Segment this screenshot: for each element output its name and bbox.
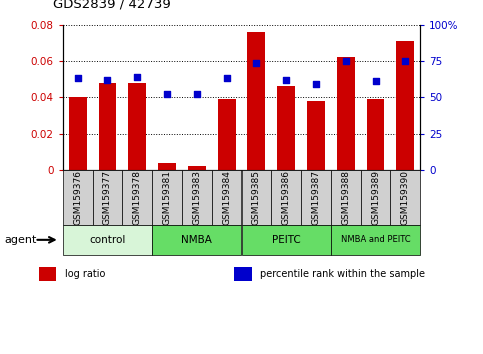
Bar <box>390 170 420 225</box>
Point <box>163 92 171 97</box>
Bar <box>337 57 355 170</box>
Bar <box>397 41 414 170</box>
Bar <box>158 162 176 170</box>
Text: GSM159389: GSM159389 <box>371 170 380 225</box>
Text: log ratio: log ratio <box>65 269 105 279</box>
Bar <box>218 99 236 170</box>
Bar <box>367 99 384 170</box>
Text: GSM159378: GSM159378 <box>133 170 142 225</box>
Bar <box>242 170 271 225</box>
Bar <box>69 97 86 170</box>
Text: GSM159386: GSM159386 <box>282 170 291 225</box>
Bar <box>234 267 252 281</box>
Text: GSM159383: GSM159383 <box>192 170 201 225</box>
Point <box>253 60 260 65</box>
Bar <box>361 170 390 225</box>
Point <box>74 76 82 81</box>
Text: GDS2839 / 42739: GDS2839 / 42739 <box>53 0 171 11</box>
Bar <box>63 170 93 225</box>
Bar <box>247 32 265 170</box>
Point <box>372 79 380 84</box>
Bar <box>152 225 242 255</box>
Text: agent: agent <box>5 235 37 245</box>
Text: NMBA and PEITC: NMBA and PEITC <box>341 235 411 244</box>
Text: GSM159384: GSM159384 <box>222 170 231 225</box>
Bar <box>331 170 361 225</box>
Bar <box>182 170 212 225</box>
Bar <box>188 166 206 170</box>
Bar <box>63 225 152 255</box>
Text: GSM159387: GSM159387 <box>312 170 320 225</box>
Bar <box>152 170 182 225</box>
Text: GSM159377: GSM159377 <box>103 170 112 225</box>
Bar <box>39 267 56 281</box>
Bar <box>99 83 116 170</box>
Bar <box>128 83 146 170</box>
Point <box>282 77 290 83</box>
Bar <box>331 225 420 255</box>
Bar <box>242 225 331 255</box>
Point <box>104 77 112 83</box>
Point <box>401 58 409 64</box>
Bar <box>93 170 122 225</box>
Point <box>223 76 230 81</box>
Point <box>133 74 141 80</box>
Text: PEITC: PEITC <box>272 235 300 245</box>
Text: GSM159388: GSM159388 <box>341 170 350 225</box>
Text: control: control <box>89 235 126 245</box>
Text: NMBA: NMBA <box>182 235 212 245</box>
Bar <box>277 86 295 170</box>
Point <box>342 58 350 64</box>
Text: percentile rank within the sample: percentile rank within the sample <box>260 269 426 279</box>
Text: GSM159381: GSM159381 <box>163 170 171 225</box>
Bar <box>271 170 301 225</box>
Bar <box>307 101 325 170</box>
Point <box>312 81 320 87</box>
Point <box>193 92 201 97</box>
Bar <box>122 170 152 225</box>
Text: GSM159390: GSM159390 <box>401 170 410 225</box>
Bar <box>301 170 331 225</box>
Text: GSM159376: GSM159376 <box>73 170 82 225</box>
Bar <box>212 170 242 225</box>
Text: GSM159385: GSM159385 <box>252 170 261 225</box>
